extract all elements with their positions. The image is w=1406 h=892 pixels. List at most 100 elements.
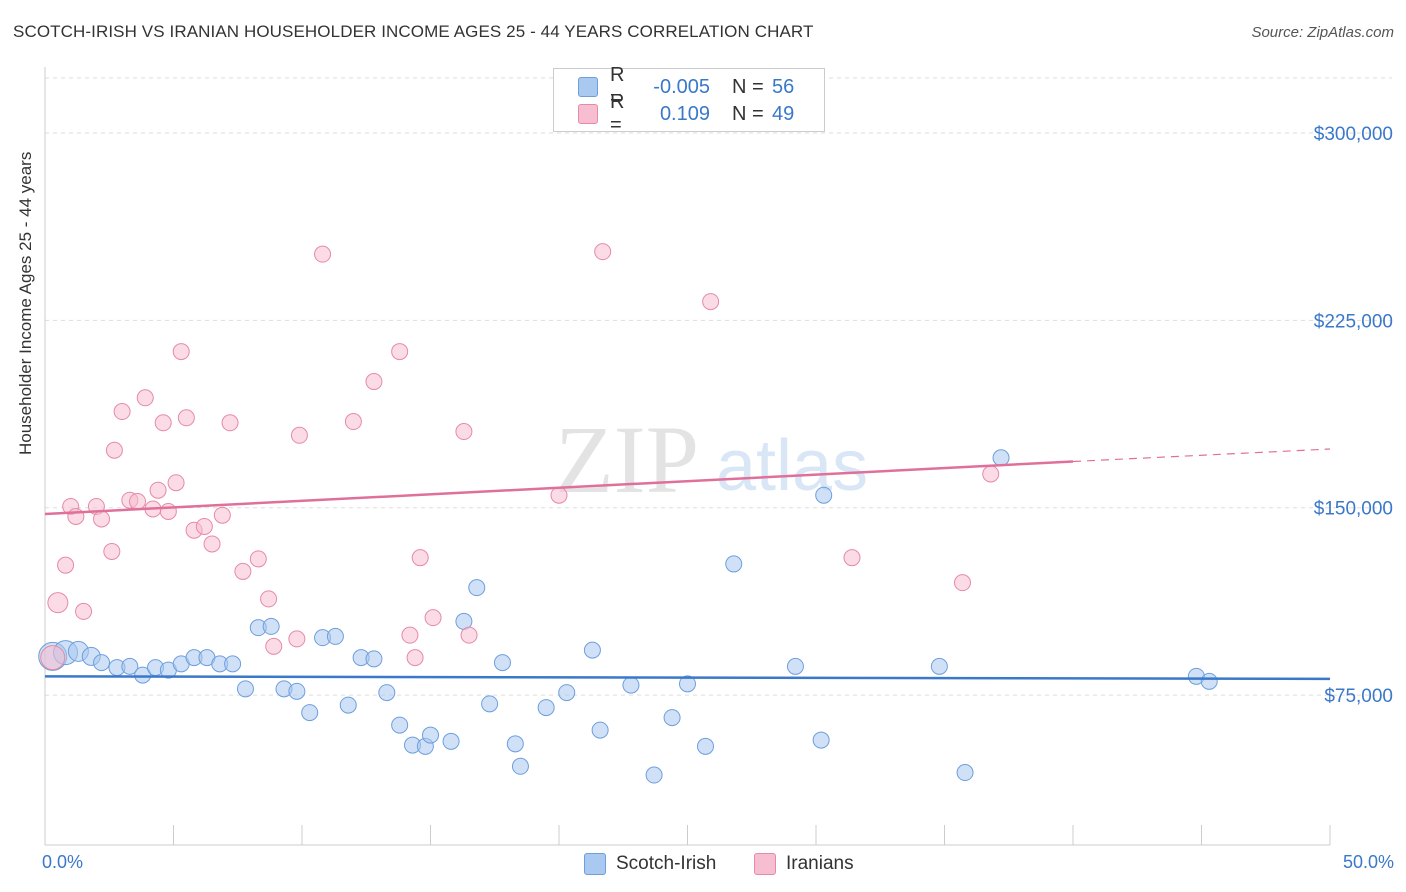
data-point (493, 654, 511, 672)
data-point (391, 343, 409, 361)
data-point (481, 695, 499, 713)
data-point (378, 684, 396, 702)
data-point (103, 542, 121, 560)
data-point (591, 721, 609, 739)
y-axis-label: Householder Income Ages 25 - 44 years (16, 151, 35, 455)
data-point (236, 680, 254, 698)
data-point (121, 657, 139, 675)
data-point (468, 579, 486, 597)
data-point (249, 550, 267, 568)
legend-row-iranians: R = 0.109 N = 49 (578, 91, 795, 136)
data-point (812, 731, 830, 749)
data-point (314, 245, 332, 263)
data-point (177, 409, 195, 427)
watermark-zip: ZIP (555, 406, 699, 513)
source-label: Source: ZipAtlas.com (1251, 24, 1394, 41)
data-point (93, 654, 111, 672)
trend-lines (44, 448, 1331, 681)
legend-swatch-scotch-irish (578, 77, 598, 97)
data-point (40, 645, 66, 671)
data-point (47, 592, 69, 614)
trend-line-iranians (44, 460, 1074, 516)
data-point (57, 556, 75, 574)
bottom-legend-iranians: Iranians (754, 851, 854, 877)
x-tick-label-min: 0.0% (42, 852, 84, 872)
data-point (725, 555, 743, 573)
data-point (1200, 672, 1218, 690)
watermark: ZIP atlas (555, 406, 868, 513)
data-point (134, 666, 152, 684)
data-point (288, 682, 306, 700)
axes (44, 67, 1331, 846)
data-point (234, 562, 252, 580)
legend-n-value: 49 (772, 102, 795, 125)
data-point (411, 549, 429, 567)
data-point (442, 732, 460, 750)
grid-lines (45, 77, 1392, 696)
data-point (511, 757, 529, 775)
y-tick-label: $225,000 (1314, 311, 1393, 332)
data-point (339, 696, 357, 714)
legend-n-label: N = (732, 75, 764, 98)
trend-line-scotch-irish (44, 675, 1331, 681)
data-point (696, 737, 714, 755)
legend-n-value: 56 (772, 75, 795, 98)
data-point (982, 465, 1000, 483)
data-point (149, 481, 167, 499)
data-point (203, 535, 221, 553)
data-point (260, 590, 278, 608)
data-point (956, 764, 974, 782)
legend-r-label: R = (610, 91, 625, 136)
data-point (537, 699, 555, 717)
data-point (154, 414, 172, 432)
trend-line-iranians-extension (1072, 448, 1331, 463)
data-point (113, 403, 131, 421)
bottom-legend-swatch-scotch-irish (584, 853, 606, 875)
data-point (663, 709, 681, 727)
data-point (105, 441, 123, 459)
data-point (594, 243, 612, 261)
data-point (221, 414, 239, 432)
data-point (93, 510, 111, 528)
correlation-legend: R = -0.005 N = 56 R = 0.109 N = 49 (553, 64, 825, 136)
data-point (622, 676, 640, 694)
data-point (786, 657, 804, 675)
data-point (391, 716, 409, 734)
data-point (167, 474, 185, 492)
legend-r-value: -0.005 (653, 75, 710, 98)
legend-r-value: 0.109 (659, 102, 710, 125)
data-point (224, 655, 242, 673)
data-point (172, 343, 190, 361)
y-tick-label: $150,000 (1314, 499, 1393, 520)
data-point (645, 766, 663, 784)
data-point (265, 637, 283, 655)
data-point (992, 449, 1010, 467)
data-point (195, 517, 213, 535)
data-point (290, 426, 308, 444)
legend-row-scotch-irish: R = -0.005 N = 56 (578, 64, 795, 109)
watermark-atlas: atlas (716, 426, 868, 506)
data-point (262, 617, 280, 635)
data-point (460, 626, 478, 644)
chart-title: SCOTCH-IRISH VS IRANIAN HOUSEHOLDER INCO… (13, 22, 814, 41)
legend-r-label: R = (610, 64, 625, 109)
y-tick-labels: $75,000 $150,000 $225,000 $300,000 (1314, 124, 1393, 707)
bottom-legend-label-scotch-irish: Scotch-Irish (616, 853, 717, 874)
data-point (75, 602, 93, 620)
x-tick-label-max: 50.0% (1342, 852, 1394, 872)
data-point (558, 684, 576, 702)
data-point (326, 627, 344, 645)
data-point (455, 423, 473, 441)
y-tick-label: $300,000 (1314, 124, 1393, 145)
data-point (424, 609, 442, 627)
data-point (159, 502, 177, 520)
data-point (288, 630, 306, 648)
data-point (129, 492, 147, 510)
data-point (702, 293, 720, 311)
bottom-legend-label-iranians: Iranians (786, 853, 854, 874)
legend-swatch-iranians (578, 104, 598, 124)
data-point (506, 735, 524, 753)
data-point (301, 704, 319, 722)
data-point (401, 626, 419, 644)
bottom-legend-scotch-irish: Scotch-Irish (584, 851, 716, 877)
